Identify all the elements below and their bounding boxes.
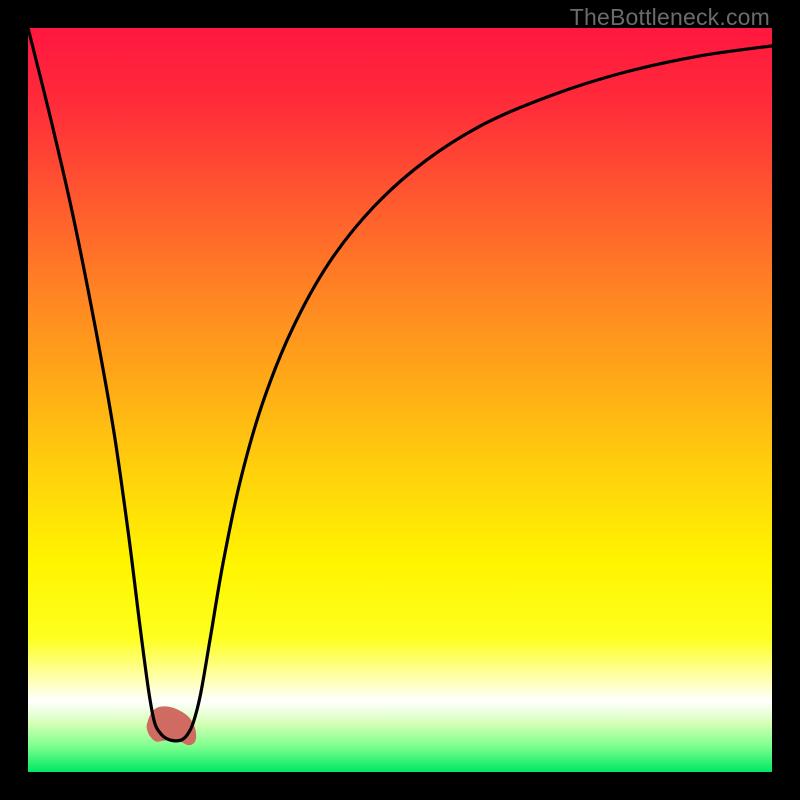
plot-area (28, 28, 772, 772)
curve-layer (28, 28, 772, 772)
watermark-text: TheBottleneck.com (570, 4, 770, 31)
chart-frame: TheBottleneck.com (0, 0, 800, 800)
main-curve (28, 28, 772, 741)
